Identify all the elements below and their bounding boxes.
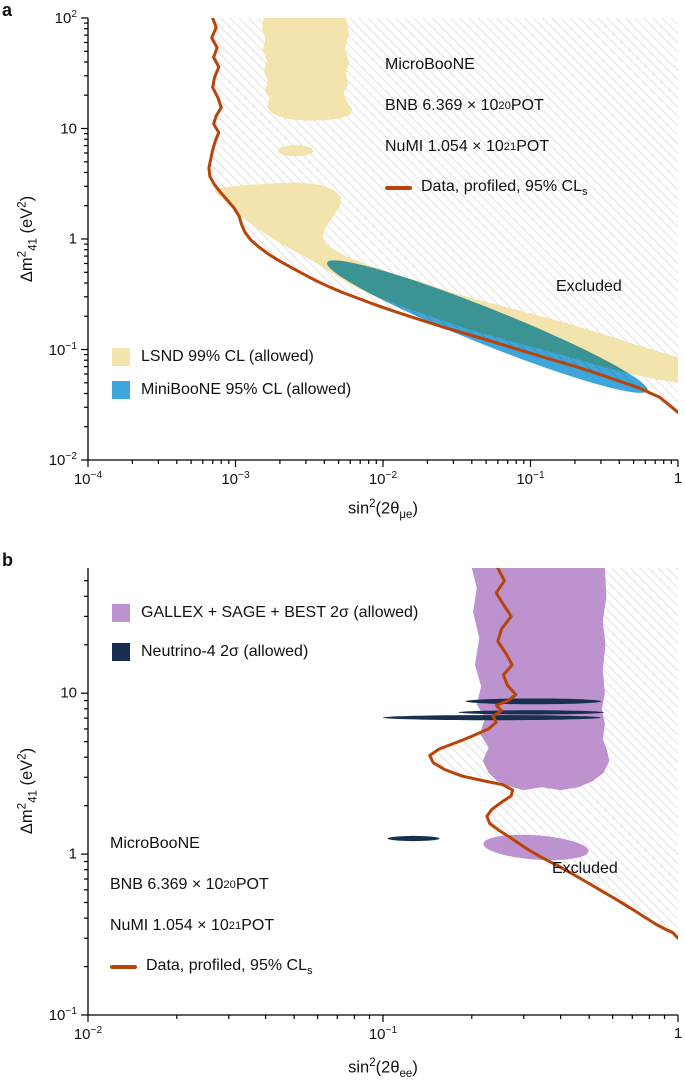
lsnd-legend-label: LSND 99% CL (allowed): [141, 348, 314, 365]
x-tick-label: 1: [673, 470, 683, 487]
excluded-label-b: Excluded: [552, 860, 618, 877]
legend-item-lsnd: LSND 99% CL (allowed): [112, 345, 351, 369]
legend-b: GALLEX + SAGE + BEST 2σ (allowed) Neutri…: [112, 601, 418, 679]
x-tick-label: 10−2: [368, 470, 398, 488]
allowed-region-2: [214, 182, 678, 383]
y-axis-label-b: Δm241 (eV2): [16, 747, 40, 835]
miniboone-legend-label: MiniBooNE 95% CL (allowed): [141, 381, 352, 398]
allowed-region-3: [458, 710, 605, 715]
annotation-block-a: MicroBooNE BNB 6.369 × 10 20 POT NuMI 1.0…: [385, 54, 588, 218]
legend-item-neutrino4: Neutrino-4 2σ (allowed): [112, 640, 418, 664]
panel-letter-b: b: [2, 550, 13, 570]
panel-letter-a: a: [2, 0, 13, 20]
numi-pot-label: NuMI 1.054 × 10 21 POT: [110, 917, 275, 934]
chart-svg-a: [81, 17, 679, 467]
allowed-region-4: [382, 715, 602, 721]
data-curve: [428, 568, 678, 940]
y-tick-label: 102: [54, 9, 77, 27]
y-tick-label: 1: [68, 845, 77, 863]
y-tick-label: 10: [60, 684, 77, 702]
y-tick-label: 1: [68, 230, 77, 248]
data-curve-legend: Data, profiled, 95% CLs: [110, 956, 313, 978]
x-tick-label: 10−2: [73, 1025, 103, 1043]
y-axis-label-a: Δm241 (eV2): [16, 195, 40, 283]
x-tick-label: 10−1: [516, 470, 545, 488]
allowed-region-2: [465, 698, 602, 705]
allowed-region-1: [483, 834, 589, 861]
x-tick-label: 10−4: [73, 470, 103, 488]
x-axis-label-b: sin2(2θee): [348, 1057, 418, 1080]
plot-area-b: [0, 545, 685, 1082]
experiment-label: MicroBooNE: [385, 56, 475, 73]
y-tick-label: 10−2: [48, 451, 77, 469]
neutrino4-swatch: [112, 643, 130, 661]
data-curve-line-swatch: [110, 965, 137, 969]
allowed-region-0: [471, 568, 610, 791]
allowed-region-0: [261, 18, 353, 121]
excluded-label-a: Excluded: [556, 278, 622, 295]
bnb-pot-label: BNB 6.369 × 10 20 POT: [110, 876, 269, 893]
annotation-block-b: MicroBooNE BNB 6.369 × 10 20 POT NuMI 1.0…: [110, 833, 313, 997]
x-tick-label: 1: [673, 1025, 683, 1042]
experiment-label: MicroBooNE: [110, 835, 200, 852]
panel-a: a Δm241 (eV2) sin2(2θμe) MicroBooNE BNB …: [2, 0, 683, 521]
plot-area-a: [81, 17, 679, 467]
miniboone-swatch: [112, 381, 130, 399]
x-axis-label-a: sin2(2θμe): [348, 498, 418, 521]
data-curve-legend: Data, profiled, 95% CLs: [385, 177, 588, 199]
legend-item-gallex: GALLEX + SAGE + BEST 2σ (allowed): [112, 601, 418, 625]
y-tick-label: 10−1: [48, 340, 77, 359]
x-tick-label: 10−3: [221, 470, 250, 488]
lsnd-swatch: [112, 348, 130, 366]
neutrino4-legend-label: Neutrino-4 2σ (allowed): [141, 643, 309, 660]
legend-item-miniboone: MiniBooNE 95% CL (allowed): [112, 378, 351, 402]
numi-pot-label: NuMI 1.054 × 10 21 POT: [385, 138, 550, 155]
data-curve-label: Data, profiled, 95% CLs: [146, 956, 313, 978]
legend-a: LSND 99% CL (allowed) MiniBooNE 95% CL (…: [112, 345, 351, 411]
y-tick-label: 10: [60, 120, 77, 137]
allowed-region-1: [277, 145, 314, 157]
data-curve-line-swatch: [385, 186, 412, 190]
bnb-pot-label: BNB 6.369 × 10 20 POT: [385, 97, 544, 114]
panel-b: b Δm241 (eV2) sin2(2θee) GALLEX + SAGE +…: [0, 545, 685, 1082]
x-tick-label: 10−1: [368, 1025, 398, 1043]
data-curve-label: Data, profiled, 95% CLs: [421, 177, 588, 199]
gallex-legend-label: GALLEX + SAGE + BEST 2σ (allowed): [141, 604, 419, 621]
allowed-region-3: [327, 260, 648, 393]
chart-svg-b: [81, 568, 679, 1022]
data-curve: [207, 18, 678, 414]
allowed-region-5: [387, 835, 440, 842]
y-tick-label: 10−1: [48, 1006, 77, 1024]
gallex-swatch: [112, 604, 130, 622]
